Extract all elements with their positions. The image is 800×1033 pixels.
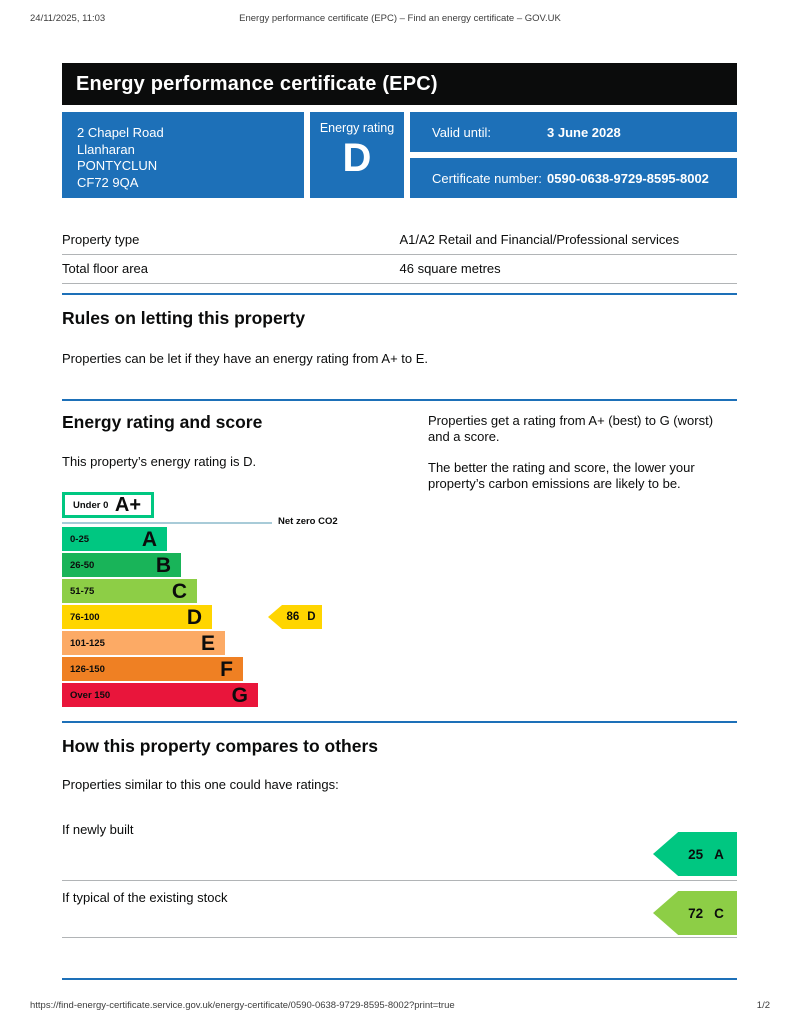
band-range-label: Under 0 — [73, 499, 109, 511]
energy-rating-value: D — [342, 136, 372, 180]
address-line: Llanharan — [77, 141, 135, 157]
browser-print-footer: https://find-energy-certificate.service.… — [30, 1000, 770, 1011]
section-divider — [62, 978, 737, 980]
chart-band-c: 51-75 C — [62, 579, 197, 603]
band-letter: F — [220, 657, 233, 681]
rating-section-left: Energy rating and score This property’s … — [62, 401, 428, 707]
certificate-title: Energy performance certificate (EPC) — [76, 72, 438, 95]
chart-band-d: 76-100 D — [62, 605, 212, 629]
table-row: Total floor area 46 square metres — [62, 255, 737, 284]
chart-band-e: 101-125 E — [62, 631, 225, 655]
rating-heading: Energy rating and score — [62, 412, 263, 432]
rules-body: Properties can be let if they have an en… — [62, 351, 429, 366]
compare-row-label: If newly built — [62, 822, 134, 837]
property-type-value: A1/A2 Retail and Financial/Professional … — [399, 232, 680, 247]
current-score-arrow: 86 D — [268, 605, 322, 629]
certificate-summary: 2 Chapel Road Llanharan PONTYCLUN CF72 9… — [62, 112, 737, 198]
band-range-label: 76-100 — [70, 611, 100, 623]
chart-band-f: 126-150 F — [62, 657, 243, 681]
property-address: 2 Chapel Road Llanharan PONTYCLUN CF72 9… — [62, 112, 304, 198]
chart-band-b: 26-50 B — [62, 553, 181, 577]
compare-row-existing-stock: If typical of the existing stock 72 C — [62, 881, 737, 938]
rating-section: Energy rating and score This property’s … — [62, 401, 737, 707]
band-range-label: 51-75 — [70, 585, 95, 597]
valid-until-box: Valid until: 3 June 2028 — [410, 112, 737, 152]
print-datetime: 24/11/2025, 11:03 — [30, 13, 106, 24]
band-letter: G — [231, 683, 248, 707]
browser-print-header: 24/11/2025, 11:03 Energy performance cer… — [0, 13, 800, 24]
property-type-label: Property type — [62, 232, 140, 247]
address-line: PONTYCLUN — [77, 158, 158, 173]
address-line: 2 Chapel Road — [77, 125, 164, 140]
certificate-banner: Energy performance certificate (EPC) — [62, 63, 737, 105]
address-line: CF72 9QA — [77, 174, 139, 190]
section-divider — [62, 399, 737, 401]
band-range-label: 126-150 — [70, 663, 105, 675]
compare-heading: How this property compares to others — [62, 736, 379, 756]
compare-row-newly-built: If newly built 25 A — [62, 818, 737, 881]
band-range-label: Over 150 — [70, 689, 111, 701]
certificate-number-box: Certificate number: 0590-0638-9729-8595-… — [410, 158, 737, 198]
chart-band-a-plus: Under 0 A+ — [62, 492, 154, 518]
band-letter: E — [200, 631, 215, 655]
band-range-label: 0-25 — [70, 533, 90, 545]
band-letter: B — [155, 553, 171, 577]
current-rating: D — [307, 611, 316, 623]
compare-rating: A — [714, 846, 724, 862]
table-row: Property type A1/A2 Retail and Financial… — [62, 226, 737, 255]
chart-band-a: 0-25 A — [62, 527, 167, 551]
certificate-number-label: Certificate number: — [432, 170, 542, 186]
band-letter: A+ — [114, 494, 141, 516]
section-divider — [62, 293, 737, 295]
compare-rating-arrow: 72 C — [653, 891, 737, 935]
rating-section-right: Properties get a rating from A+ (best) t… — [428, 401, 737, 707]
compare-rating: C — [714, 905, 724, 921]
band-letter: C — [171, 579, 187, 603]
certificate-number-value: 0590-0638-9729-8595-8002 — [547, 170, 709, 186]
certificate-content: Energy performance certificate (EPC) 2 C… — [62, 63, 737, 980]
section-divider — [62, 721, 737, 723]
band-range-label: 26-50 — [70, 559, 95, 571]
band-letter: D — [186, 605, 202, 629]
rating-info-paragraph: The better the rating and score, the low… — [428, 460, 695, 491]
compare-score: 72 — [688, 905, 704, 921]
net-zero-label: Net zero CO2 — [278, 516, 338, 527]
property-details-table: Property type A1/A2 Retail and Financial… — [62, 226, 737, 284]
valid-until-label: Valid until: — [432, 124, 492, 140]
net-zero-line — [62, 522, 272, 524]
compare-score: 25 — [688, 846, 704, 862]
rules-heading: Rules on letting this property — [62, 308, 306, 328]
compare-rating-arrow: 25 A — [653, 832, 737, 876]
compare-intro: Properties similar to this one could hav… — [62, 777, 339, 792]
energy-rating-box: Energy rating D — [310, 112, 404, 198]
rating-statement: This property’s energy rating is D. — [62, 454, 257, 469]
print-page-title: Energy performance certificate (EPC) – F… — [239, 13, 561, 24]
print-page-number: 1/2 — [756, 1000, 770, 1011]
band-letter: A — [141, 527, 157, 551]
compare-row-label: If typical of the existing stock — [62, 890, 228, 905]
energy-rating-label: Energy rating — [319, 121, 395, 135]
current-score: 86 — [286, 611, 300, 623]
energy-rating-chart: Under 0 A+ Net zero CO2 0-25 A 26-50 B 5 — [62, 492, 422, 707]
valid-until-value: 3 June 2028 — [547, 124, 621, 140]
floor-area-label: Total floor area — [62, 261, 148, 276]
certificate-meta: Valid until: 3 June 2028 Certificate num… — [410, 112, 737, 198]
band-range-label: 101-125 — [70, 637, 105, 649]
floor-area-value: 46 square metres — [399, 261, 501, 276]
print-url: https://find-energy-certificate.service.… — [30, 1000, 455, 1011]
chart-band-g: Over 150 G — [62, 683, 258, 707]
rating-info-paragraph: Properties get a rating from A+ (best) t… — [428, 413, 714, 444]
